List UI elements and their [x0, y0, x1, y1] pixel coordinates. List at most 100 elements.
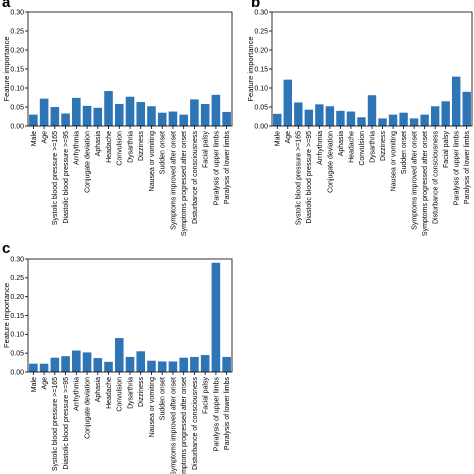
bar — [157, 112, 167, 126]
chart-panel-b: b 0.00 0.05 0.10 0.15 0.20 0.25 0.30 Male Age Syst… — [246, 0, 473, 236]
x-tick-label: Aphasia — [95, 377, 102, 402]
bar — [39, 98, 49, 126]
bar — [157, 361, 167, 372]
bar — [147, 360, 156, 372]
bar — [388, 114, 398, 126]
bar — [222, 111, 231, 126]
x-tick-label: Convulsion — [117, 131, 124, 166]
x-tick-label: Systolic blood pressure >=165 — [52, 131, 59, 225]
x-tick-label: Symptoms improved after onset — [170, 377, 177, 474]
x-tick-label: Symptoms progressed after onset — [181, 131, 188, 236]
x-tick-label: Arrhythmia — [317, 131, 324, 165]
x-tick-label: Age — [42, 131, 49, 144]
x-tick-label: Aphasia — [338, 131, 345, 156]
x-tick-label: Facial palsy — [203, 377, 210, 414]
x-tick-label: Systolic blood pressure >=165 — [52, 377, 59, 471]
x-tick-label: Headache — [106, 131, 113, 163]
x-tick-label: Diastolic blood pressure >=95 — [63, 131, 70, 224]
bar — [50, 357, 60, 372]
bar — [114, 103, 124, 126]
bar — [72, 97, 81, 126]
y-tick-label: 0.20 — [254, 47, 268, 54]
bar — [29, 363, 38, 372]
y-tick-label: 0.15 — [10, 66, 24, 73]
bar — [273, 113, 282, 126]
bar — [462, 91, 471, 126]
bar — [39, 363, 49, 372]
x-tick-label: Age — [42, 377, 49, 390]
bar — [367, 95, 377, 126]
x-tick-label: Dizziness — [138, 377, 145, 407]
x-tick-label: Aphasia — [95, 131, 102, 156]
x-tick-label: Male — [275, 131, 282, 146]
bar — [222, 356, 231, 372]
x-tick-label: Symptoms progressed after onset — [181, 377, 188, 474]
x-tick-label: Arrhythmia — [74, 131, 81, 165]
x-tick-label: Conjugate deviation — [84, 131, 91, 193]
bar — [399, 112, 408, 126]
y-tick-label: 0.25 — [10, 28, 24, 35]
bar — [200, 103, 210, 126]
bar — [147, 106, 156, 126]
x-tick-label: Paralysis of upper limbs — [213, 377, 220, 452]
y-tick-label: 0.05 — [10, 351, 24, 358]
bar — [179, 114, 188, 126]
x-tick-label: Convulsion — [359, 131, 366, 166]
bar — [336, 110, 345, 126]
x-tick-label: Symptoms progressed after onset — [422, 131, 429, 236]
bar — [168, 361, 178, 372]
y-tick-label: 0.05 — [10, 104, 24, 111]
x-tick-label: Dizziness — [380, 131, 387, 161]
y-tick-label: 0.15 — [254, 66, 268, 73]
bar — [346, 111, 356, 126]
x-tick-label: Sudden onset — [160, 131, 167, 174]
x-tick-label: Conjugate deviation — [84, 377, 91, 439]
x-tick-label: Dysarthria — [127, 131, 134, 163]
bar — [190, 356, 199, 372]
bar — [125, 96, 135, 126]
y-tick-label: 0.10 — [10, 85, 24, 92]
y-tick-label: 0.30 — [254, 9, 268, 16]
y-tick-label: 0.10 — [254, 85, 268, 92]
bar — [211, 94, 221, 126]
x-tick-label: Paralysis of lower limbs — [224, 377, 231, 451]
x-tick-label: Convulsion — [117, 377, 124, 412]
panel-letter: c — [2, 240, 10, 257]
x-tick-label: Nausea or vomiting — [390, 131, 397, 191]
bar — [82, 352, 92, 372]
x-tick-label: Paralysis of upper limbs — [454, 131, 461, 206]
bar — [420, 114, 429, 126]
bar — [29, 114, 38, 126]
x-tick-label: Male — [31, 131, 38, 146]
x-tick-label: Systolic blood pressure >=165 — [296, 131, 303, 225]
bar — [409, 118, 419, 126]
x-tick-label: Dizziness — [138, 131, 145, 161]
x-tick-label: Disturbance of consciousness — [192, 377, 199, 470]
bar — [136, 102, 146, 126]
chart-panel-a: a 0.00 0.05 0.10 0.15 0.20 0.25 0.30 Male Age Syst… — [2, 0, 233, 236]
bar — [325, 106, 335, 126]
bar — [441, 101, 450, 126]
bar — [179, 357, 188, 372]
y-axis-label: Feature importance — [246, 36, 255, 101]
bar — [190, 99, 199, 126]
bar — [430, 106, 440, 126]
x-tick-label: Facial palsy — [203, 131, 210, 168]
x-tick-label: Symptoms improved after onset — [412, 131, 419, 230]
bar — [452, 76, 461, 126]
x-tick-label: Dysarthria — [127, 377, 134, 409]
bar — [93, 358, 103, 372]
y-tick-label: 0.15 — [10, 313, 24, 320]
x-tick-label: Headache — [106, 377, 113, 409]
x-tick-label: Disturbance of consciousness — [433, 131, 440, 224]
panel-letter: b — [251, 0, 260, 11]
bar — [61, 356, 70, 372]
bar — [72, 350, 81, 372]
x-tick-label: Nausea or vomiting — [149, 377, 156, 437]
bar — [104, 361, 113, 372]
x-tick-label: Sudden onset — [401, 131, 408, 174]
x-tick-label: Paralysis of upper limbs — [213, 131, 220, 206]
y-tick-label: 0.25 — [10, 275, 24, 282]
x-tick-label: Nausea or vomiting — [149, 131, 156, 191]
bar — [283, 79, 292, 126]
